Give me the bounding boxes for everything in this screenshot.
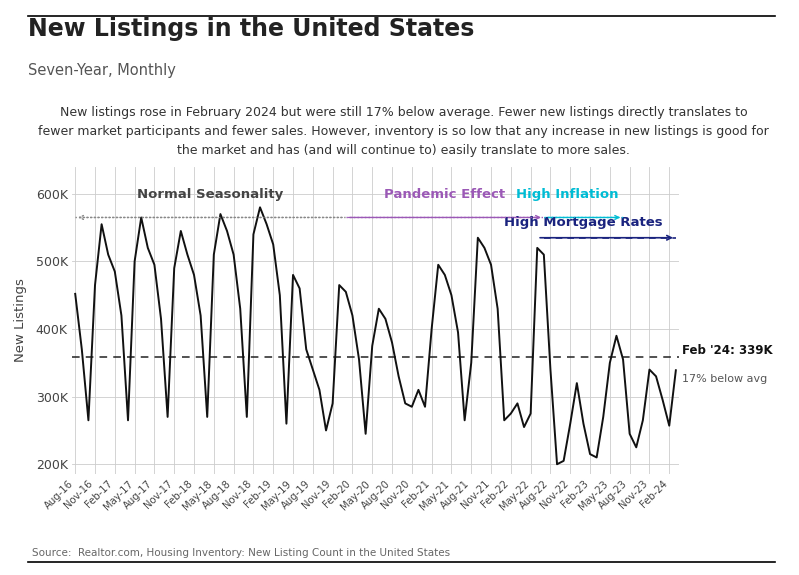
Text: Seven-Year, Monthly: Seven-Year, Monthly xyxy=(28,63,176,78)
Text: High Inflation: High Inflation xyxy=(516,187,619,201)
Y-axis label: New Listings: New Listings xyxy=(14,279,27,362)
Text: High Mortgage Rates: High Mortgage Rates xyxy=(504,216,662,229)
Text: Source:  Realtor.com, Housing Inventory: New Listing Count in the United States: Source: Realtor.com, Housing Inventory: … xyxy=(32,548,450,558)
Text: Pandemic Effect: Pandemic Effect xyxy=(384,187,506,201)
Text: New listings rose in February 2024 but were still 17% below average. Fewer new l: New listings rose in February 2024 but w… xyxy=(38,106,769,158)
Text: New Listings in the United States: New Listings in the United States xyxy=(28,17,475,41)
Text: 17% below avg: 17% below avg xyxy=(682,374,768,384)
Text: Normal Seasonality: Normal Seasonality xyxy=(137,187,284,201)
Text: Feb '24: 339K: Feb '24: 339K xyxy=(682,344,773,356)
